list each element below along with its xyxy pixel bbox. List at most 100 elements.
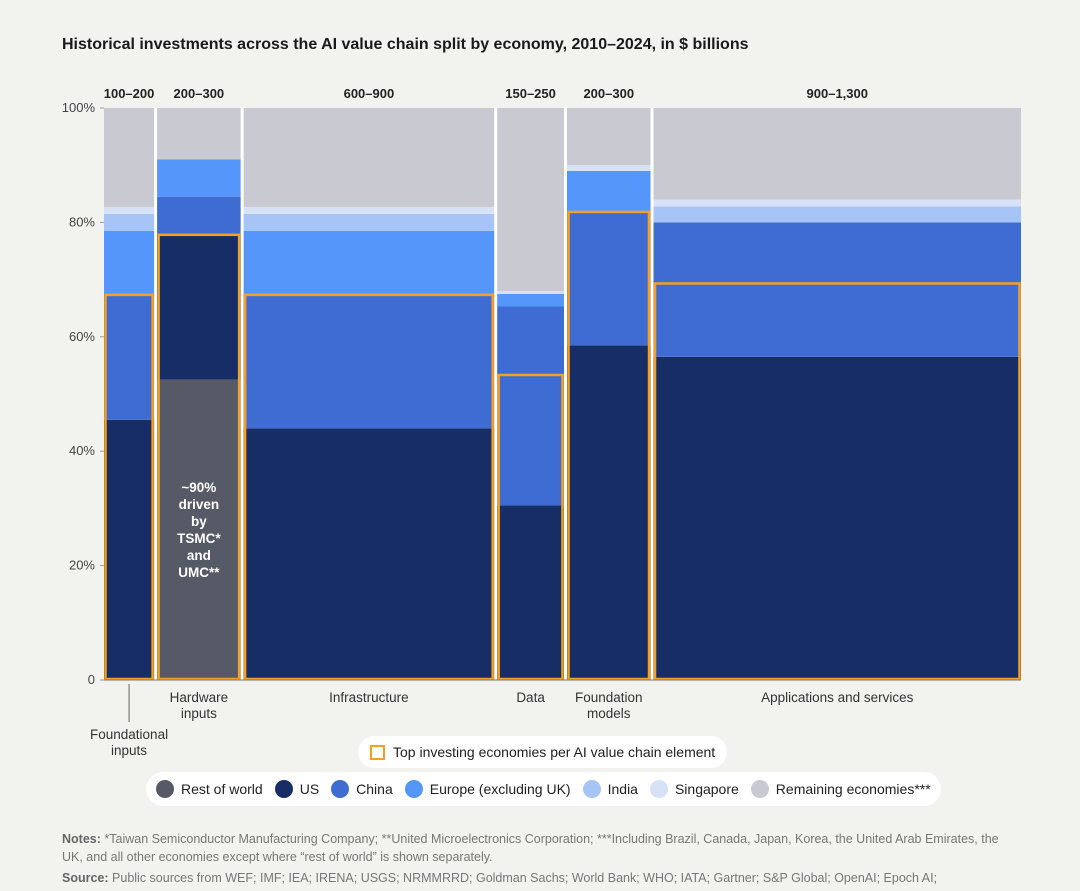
bar-segment-china: [157, 196, 241, 234]
legend-item-us: US: [274, 780, 320, 798]
category-label: Infrastructure: [329, 690, 409, 705]
source-text: Public sources from WEF; IMF; IEA; IRENA…: [112, 871, 938, 885]
bar-segment-china: [567, 210, 651, 346]
annotation-text: driven: [179, 497, 220, 512]
legend-swatch-icon: [274, 780, 293, 798]
bar-segment-singapore: [243, 206, 495, 214]
bar-segment-remaining-economies: [104, 108, 155, 207]
column-foundational-inputs: [104, 108, 155, 681]
bar-segment-singapore: [497, 291, 564, 294]
top-economies-highlight: [497, 373, 564, 681]
legend-item-rest-of-world: Rest of world: [156, 780, 263, 798]
bar-segment-us: [243, 428, 495, 680]
bar-segment-china: [104, 293, 155, 420]
bar-segment-europe-excluding-uk: [157, 159, 241, 197]
legend-swatch-icon: [156, 780, 174, 798]
bar-segment-singapore: [653, 199, 1021, 207]
top-economies-highlight: [104, 293, 154, 681]
bar-segment-europe-excluding-uk: [104, 230, 155, 294]
y-tick-label: 40%: [69, 443, 95, 458]
bar-segment-europe-excluding-uk: [243, 230, 495, 294]
column-range-label: 200–300: [583, 86, 634, 101]
notes-label: Notes:: [62, 832, 101, 846]
category-label: models: [587, 706, 631, 721]
legend-label: Remaining economies***: [775, 781, 931, 797]
bar-segment-india: [243, 213, 495, 231]
highlight-legend-label: Top investing economies per AI value cha…: [393, 744, 716, 760]
category-label: Applications and services: [761, 690, 914, 705]
annotation-text: UMC**: [178, 565, 220, 580]
column-data: [497, 108, 564, 681]
category-label: inputs: [111, 743, 147, 758]
column-range-label: 600–900: [344, 86, 395, 101]
legend-swatch-icon: [582, 780, 601, 798]
bar-segment-remaining-economies: [243, 108, 495, 207]
legend-item-china: China: [331, 780, 393, 798]
category-label: Foundational: [90, 727, 168, 742]
top-economies-highlight: [653, 282, 1021, 681]
highlight-legend: Top investing economies per AI value cha…: [358, 736, 728, 768]
bar-segment-us: [497, 505, 564, 680]
legend-label: China: [356, 781, 393, 797]
bar-segment-us: [157, 233, 241, 380]
annotation-text: TSMC*: [177, 531, 221, 546]
bar-segment-europe-excluding-uk: [567, 170, 651, 211]
bar-segment-china: [653, 222, 1021, 357]
bar-segment-india: [104, 213, 155, 231]
y-tick-label: 100%: [62, 100, 96, 115]
column-foundation-models: [567, 108, 651, 681]
legend-swatch-icon: [750, 780, 769, 798]
source-line: Source: Public sources from WEF; IMF; IE…: [62, 869, 1022, 887]
legend-item-singapore: Singapore: [649, 780, 739, 798]
bar-segment-remaining-economies: [567, 108, 651, 166]
series-legend: Rest of world US China Europe (excluding UK…: [146, 772, 941, 806]
bar-segment-rest-of-world: [157, 379, 241, 680]
legend-item-europe-excluding-uk: Europe (excluding UK): [404, 780, 571, 798]
legend-label: Europe (excluding UK): [429, 781, 571, 797]
bar-segment-china: [243, 293, 495, 429]
column-range-label: 200–300: [174, 86, 225, 101]
top-economies-highlight: [567, 210, 651, 681]
column-infrastructure: [243, 108, 495, 681]
column-range-label: 100–200: [104, 86, 155, 101]
legend-item-india: India: [582, 780, 638, 798]
annotation-text: by: [191, 514, 207, 529]
notes-block: Notes: *Taiwan Semiconductor Manufacturi…: [62, 830, 1022, 887]
bar-segment-singapore: [567, 165, 651, 171]
bar-segment-us: [567, 345, 651, 680]
legend-label: Singapore: [674, 781, 739, 797]
top-economies-highlight: [243, 293, 494, 681]
category-label: Foundation: [575, 690, 643, 705]
bar-segment-singapore: [104, 206, 155, 214]
bar-segment-china: [497, 306, 564, 506]
chart-title: Historical investments across the AI val…: [62, 36, 749, 53]
bar-segment-remaining-economies: [653, 108, 1021, 200]
column-range-label: 900–1,300: [807, 86, 868, 101]
y-tick-label: 60%: [69, 329, 95, 344]
y-tick-label: 0: [88, 672, 95, 687]
highlight-box-icon: [370, 744, 385, 760]
legend-label: US: [299, 781, 320, 797]
legend-swatch-icon: [649, 780, 668, 798]
notes-line: Notes: *Taiwan Semiconductor Manufacturi…: [62, 830, 1022, 866]
notes-text: *Taiwan Semiconductor Manufacturing Comp…: [62, 832, 999, 864]
column-applications-and-services: [653, 108, 1021, 681]
column-hardware-inputs: [157, 108, 241, 681]
bar-segment-europe-excluding-uk: [497, 293, 564, 307]
annotation-text: ~90%: [181, 480, 216, 495]
y-tick-label: 80%: [69, 214, 95, 229]
bar-segment-remaining-economies: [497, 108, 564, 292]
annotation-text: and: [187, 548, 211, 563]
category-label: Hardware: [170, 690, 229, 705]
top-economies-highlight: [157, 233, 241, 681]
category-label: inputs: [181, 706, 217, 721]
bar-segment-us: [104, 419, 155, 680]
bar-segment-us: [653, 356, 1021, 680]
legend-label: India: [607, 781, 638, 797]
source-label: Source:: [62, 871, 109, 885]
bar-segment-india: [653, 206, 1021, 223]
column-range-label: 150–250: [505, 86, 556, 101]
category-label: Data: [516, 690, 545, 705]
